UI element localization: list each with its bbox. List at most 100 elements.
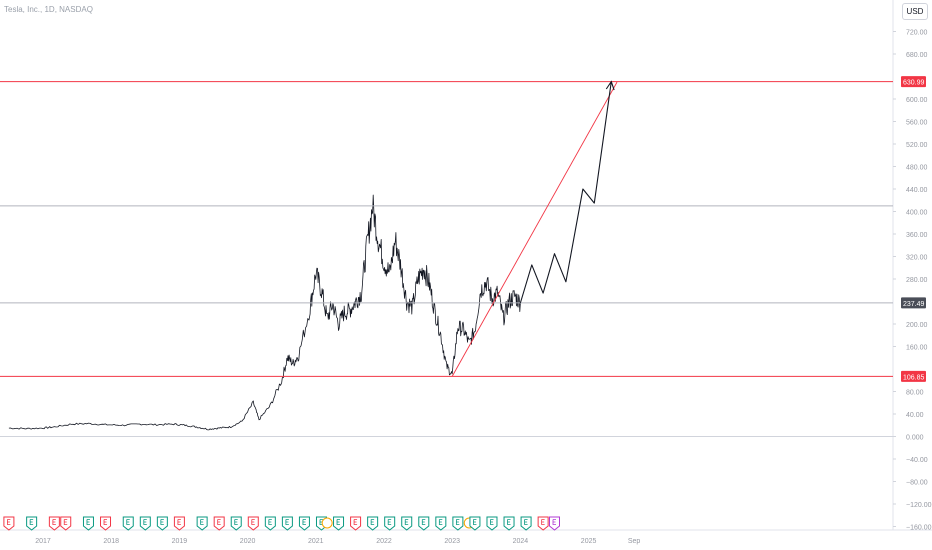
- earnings-event-marker: [486, 516, 498, 531]
- earnings-event-marker: [520, 516, 532, 531]
- earnings-event-glyph: [52, 519, 56, 525]
- earnings-event-marker: [230, 516, 242, 531]
- earnings-event-glyph: [29, 519, 34, 525]
- price-axis-tick-label: 80.00: [906, 390, 924, 397]
- earnings-event-marker: [48, 516, 60, 531]
- earnings-event-marker: [156, 516, 168, 531]
- price-axis-tick-label: 440.00: [906, 187, 928, 194]
- price-axis-tick-label: 720.00: [906, 30, 928, 37]
- price-axis-tick-label: 200.00: [906, 322, 928, 329]
- earnings-event-glyph: [353, 519, 358, 525]
- time-axis-tick-label: Sep: [628, 538, 641, 545]
- earnings-event-marker: [26, 516, 38, 531]
- price-axis-tick-label: 680.00: [906, 52, 928, 59]
- earnings-event-glyph: [285, 519, 289, 525]
- earnings-event-marker: [100, 516, 112, 531]
- time-axis[interactable]: 2017 2018 2019 2020 2021 2022 2023 2024 2025 Sep: [35, 538, 640, 545]
- earnings-event-marker: [82, 516, 94, 531]
- earnings-event-glyph: [387, 519, 392, 525]
- time-axis-tick-label: 2017: [35, 538, 51, 545]
- earnings-event-marker: [367, 516, 379, 531]
- price-level-tag: [901, 76, 926, 88]
- price-axis-tick-label: 280.00: [906, 277, 928, 284]
- earnings-event-marker: [350, 516, 362, 531]
- earnings-event-marker: [281, 516, 293, 531]
- earnings-event-marker: [452, 516, 464, 531]
- price-axis-tick-label: 40.00: [906, 412, 924, 419]
- earnings-event-glyph: [473, 519, 477, 525]
- earnings-event-glyph: [177, 519, 181, 525]
- earnings-event-marker: [537, 516, 549, 531]
- time-axis-tick-label: 2021: [308, 538, 324, 545]
- earnings-event-marker: [469, 516, 481, 531]
- time-axis-tick-label: 2019: [172, 538, 188, 545]
- earnings-event-glyph: [126, 519, 130, 525]
- symbol-title: Tesla, Inc., 1D, NASDAQ: [4, 5, 93, 14]
- price-level-tag-label: 237.49: [903, 301, 925, 308]
- projection-path: [519, 81, 612, 304]
- earnings-event-marker: [418, 516, 430, 531]
- earnings-event-marker: [3, 516, 15, 531]
- earnings-event-marker: [503, 516, 515, 531]
- earnings-event-glyph: [455, 519, 460, 525]
- earnings-event-glyph: [160, 519, 164, 525]
- earnings-event-glyph: [524, 519, 528, 525]
- price-line: [8, 194, 521, 431]
- time-axis-tick-label: 2023: [444, 538, 460, 545]
- events-strip: [3, 516, 560, 531]
- price-axis[interactable]: 720.00 680.00 600.00 560.00 520.00 480.00 440.…: [893, 30, 932, 532]
- price-axis-tick-label: 160.00: [906, 345, 928, 352]
- price-level-tag-label: 630.99: [903, 80, 925, 87]
- earnings-event-glyph: [370, 519, 375, 525]
- earnings-event-marker: [401, 516, 413, 531]
- price-level-tag-label: 106.85: [903, 374, 925, 381]
- earnings-event-glyph: [200, 519, 204, 525]
- price-axis-tick-label: 480.00: [906, 165, 928, 172]
- price-axis-tick-label: 0.000: [906, 435, 924, 442]
- price-series: [8, 194, 521, 431]
- earnings-event-glyph: [63, 519, 68, 525]
- earnings-event-glyph: [404, 519, 409, 525]
- price-axis-tick-label: 560.00: [906, 120, 928, 127]
- earnings-event-glyph: [234, 519, 238, 525]
- earnings-event-glyph: [541, 519, 545, 525]
- price-level-tag: [901, 297, 926, 309]
- earnings-event-marker: [264, 516, 276, 531]
- time-axis-tick-label: 2025: [581, 538, 597, 545]
- price-axis-tick-label: −120.00: [906, 502, 932, 509]
- price-axis-tick-label: −40.00: [906, 457, 928, 464]
- time-axis-tick-label: 2022: [376, 538, 392, 545]
- earnings-event-glyph: [251, 519, 255, 525]
- earnings-event-glyph: [86, 519, 90, 525]
- earnings-event-glyph: [421, 519, 426, 525]
- earnings-event-glyph: [7, 519, 11, 525]
- chart-drawings: [0, 80, 893, 437]
- earnings-event-glyph: [507, 519, 511, 525]
- earnings-event-glyph: [103, 519, 108, 525]
- earnings-event-glyph: [336, 519, 341, 525]
- earnings-event-marker: [333, 516, 345, 531]
- currency-button[interactable]: USD: [902, 3, 928, 20]
- trendline: [451, 81, 618, 377]
- price-axis-tick-label: 360.00: [906, 232, 928, 239]
- price-axis-tick-label: 600.00: [906, 97, 928, 104]
- earnings-event-marker: [213, 516, 225, 531]
- price-axis-tick-label: 320.00: [906, 255, 928, 262]
- time-axis-tick-label: 2018: [103, 538, 119, 545]
- earnings-event-marker: [173, 516, 185, 531]
- split-event-marker: [321, 517, 333, 529]
- time-axis-tick-label: 2020: [240, 538, 256, 545]
- time-axis-tick-label: 2024: [513, 538, 529, 545]
- price-axis-tick-label: 520.00: [906, 142, 928, 149]
- earnings-event-glyph: [143, 519, 147, 525]
- earnings-event-glyph: [217, 519, 221, 525]
- price-axis-tick-label: −160.00: [906, 525, 932, 532]
- earnings-event-marker: [196, 516, 208, 531]
- earnings-event-marker: [384, 516, 396, 531]
- earnings-event-marker: [298, 516, 310, 531]
- price-axis-tick-label: 400.00: [906, 210, 928, 217]
- earnings-event-marker: [247, 516, 259, 531]
- earnings-event-glyph: [268, 519, 272, 525]
- earnings-event-marker: [139, 516, 151, 531]
